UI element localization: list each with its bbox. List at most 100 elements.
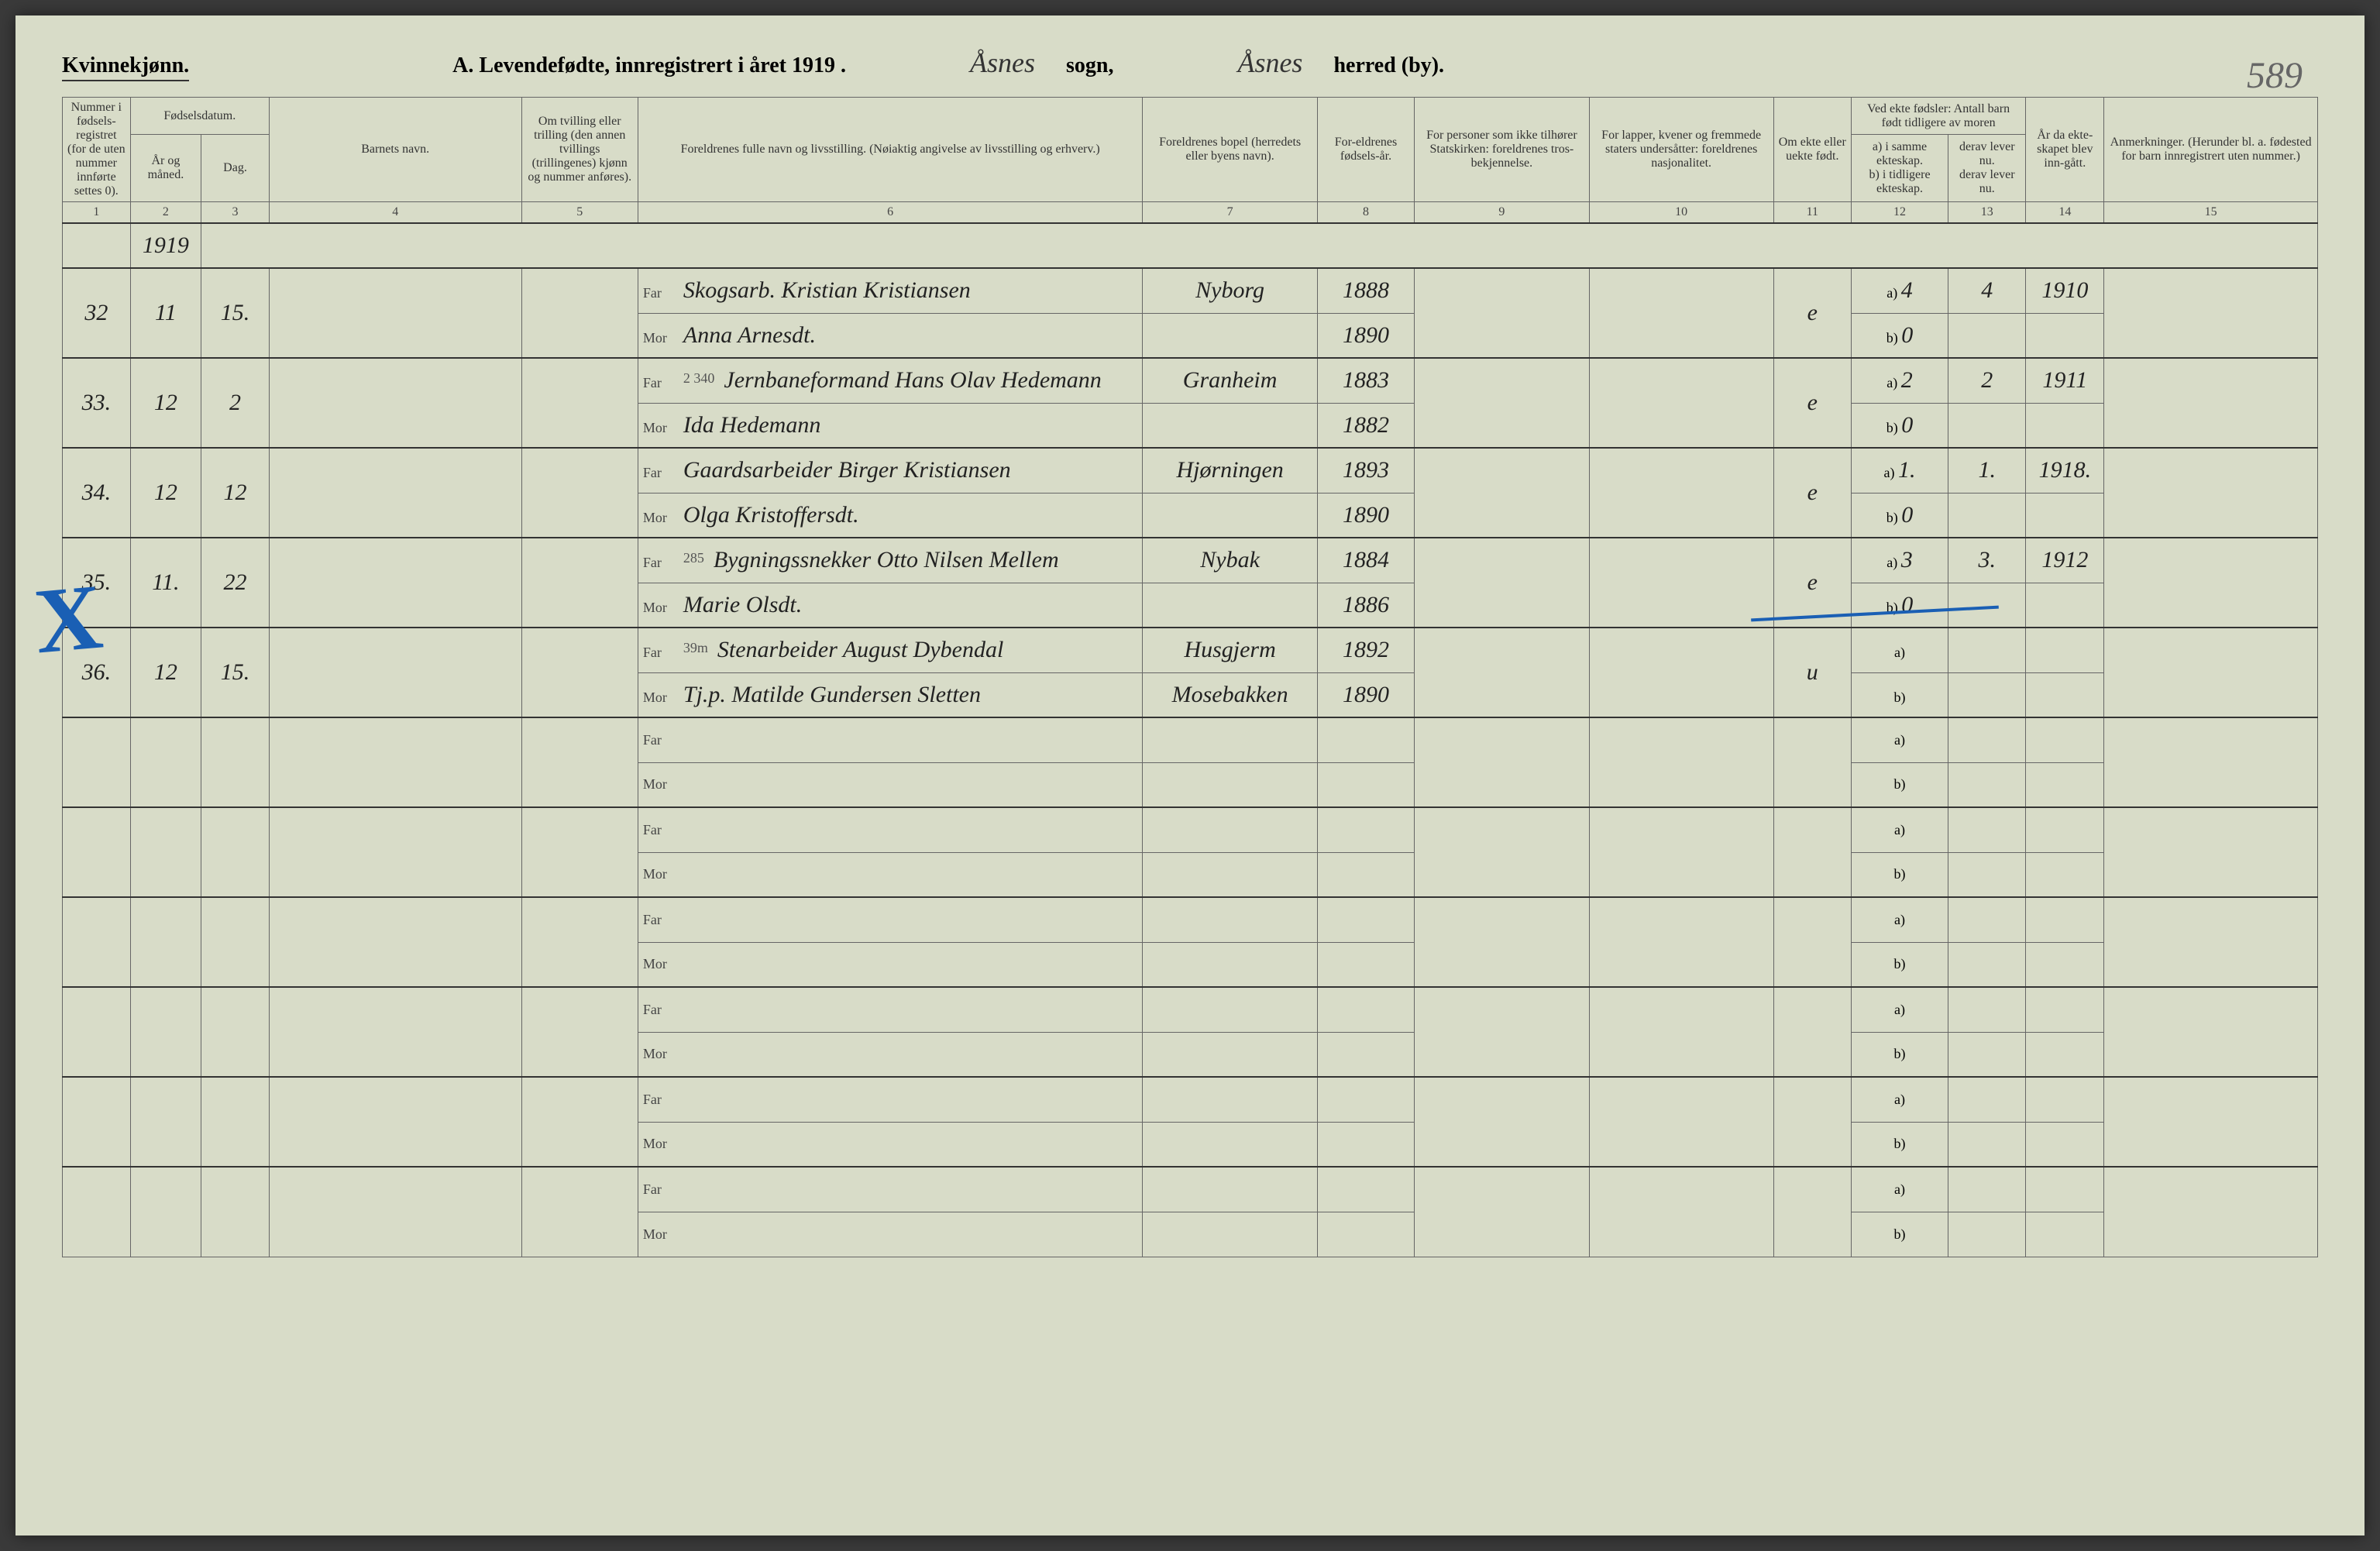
row-tros — [1415, 448, 1590, 538]
table-row-empty: Far a) — [63, 807, 2318, 852]
row-month: 11 — [130, 268, 201, 358]
th-ar: År og måned. — [130, 135, 201, 202]
mor-label: Mor — [643, 690, 674, 706]
row-child-name — [269, 268, 521, 358]
row-bopel2 — [1143, 403, 1318, 448]
row-a13: 1. — [1948, 448, 2026, 493]
row-a13: 4 — [1948, 268, 2026, 313]
table-row-empty: Far a) — [63, 1167, 2318, 1212]
far-label: Far — [643, 465, 674, 481]
row-child-name — [269, 448, 521, 538]
row-anm — [2104, 538, 2318, 628]
row-bopel: Hjørningen — [1143, 448, 1318, 493]
row-twin — [521, 268, 638, 358]
row-mor-cell: Mor Marie Olsdt. — [638, 583, 1142, 628]
far-label: Far — [643, 645, 674, 661]
mor-label: Mor — [643, 420, 674, 436]
gender-label: Kvinnekjønn. — [62, 53, 189, 81]
row-b: b) 0 — [1851, 313, 1948, 358]
mor-name: Anna Arnesdt. — [683, 322, 816, 349]
row-bopel: Granheim — [1143, 358, 1318, 403]
title-text: A. Levendefødte, innregistrert i året 19… — [452, 53, 846, 78]
herred-name: Åsnes — [1237, 46, 1302, 79]
row-ekte-aar: 1912 — [2026, 538, 2104, 583]
sogn-name: Åsnes — [970, 46, 1035, 79]
row-tros — [1415, 268, 1590, 358]
row-ekte: e — [1773, 358, 1851, 448]
row-far-year: 1884 — [1317, 538, 1414, 583]
row-tros — [1415, 628, 1590, 717]
x-annotation: X — [30, 562, 106, 675]
row-bopel: Husgjerm — [1143, 628, 1318, 672]
row-month: 12 — [130, 448, 201, 538]
row-ekte: e — [1773, 268, 1851, 358]
far-name: Skogsarb. Kristian Kristiansen — [683, 277, 971, 304]
row-twin — [521, 448, 638, 538]
th-foreldre-aar: For-eldrenes fødsels-år. — [1317, 98, 1414, 202]
row-ekte: e — [1773, 448, 1851, 538]
table-row: 36. 12 15. Far 39m Stenarbeider August D… — [63, 628, 2318, 672]
row-anm — [2104, 448, 2318, 538]
table-row: 34. 12 12 Far Gaardsarbeider Birger Kris… — [63, 448, 2318, 493]
far-name: Stenarbeider August Dybendal — [717, 637, 1003, 663]
row-far-cell: Far 2 340 Jernbaneformand Hans Olav Hede… — [638, 358, 1142, 403]
mor-name: Marie Olsdt. — [683, 592, 802, 618]
sogn-label: sogn, — [1066, 53, 1113, 78]
row-ekte-aar — [2026, 628, 2104, 672]
ledger-table: Nummer i fødsels-registret (for de uten … — [62, 97, 2318, 1257]
row-nasj — [1589, 628, 1773, 717]
row-twin — [521, 628, 638, 717]
row-child-name — [269, 538, 521, 628]
row-a: a) — [1851, 628, 1948, 672]
row-a13 — [1948, 628, 2026, 672]
row-far-year: 1892 — [1317, 628, 1414, 672]
page-number: 589 — [2247, 54, 2303, 97]
row-far-year: 1883 — [1317, 358, 1414, 403]
table-row-empty: Far a) — [63, 1077, 2318, 1122]
row-mor-year: 1890 — [1317, 493, 1414, 538]
th-tros: For personer som ikke tilhører Statskirk… — [1415, 98, 1590, 202]
th-ekteskap-aar: År da ekte-skapet blev inn-gått. — [2026, 98, 2104, 202]
row-a: a) 1. — [1851, 448, 1948, 493]
row-mor-cell: Mor Ida Hedemann — [638, 403, 1142, 448]
row-month: 12 — [130, 628, 201, 717]
row-mor-cell: Mor Tj.p. Matilde Gundersen Sletten — [638, 672, 1142, 717]
th-fodselsdatum: Fødselsdatum. — [130, 98, 269, 135]
row-day: 2 — [201, 358, 270, 448]
table-row-empty: Far a) — [63, 987, 2318, 1032]
row-number: 33. — [63, 358, 131, 448]
row-twin — [521, 358, 638, 448]
row-anm — [2104, 358, 2318, 448]
table-row: 32 11 15. Far Skogsarb. Kristian Kristia… — [63, 268, 2318, 313]
row-day: 15. — [201, 628, 270, 717]
row-month: 11. — [130, 538, 201, 628]
th-foreldre-navn: Foreldrenes fulle navn og livsstilling. … — [638, 98, 1142, 202]
th-dag: Dag. — [201, 135, 270, 202]
row-mor-year: 1886 — [1317, 583, 1414, 628]
row-number: 34. — [63, 448, 131, 538]
row-number: 32 — [63, 268, 131, 358]
far-label: Far — [643, 375, 674, 391]
row-ekte-aar: 1910 — [2026, 268, 2104, 313]
table-row: 35. 11. 22 Far 285 Bygningssnekker Otto … — [63, 538, 2318, 583]
th-nasjonalitet: For lapper, kvener og fremmede staters u… — [1589, 98, 1773, 202]
ledger-page: Kvinnekjønn. A. Levendefødte, innregistr… — [15, 15, 2365, 1536]
year-header: 1919 — [130, 223, 201, 268]
row-a13: 3. — [1948, 538, 2026, 583]
table-row-empty: Far a) — [63, 717, 2318, 762]
row-b: b) 0 — [1851, 403, 1948, 448]
row-child-name — [269, 628, 521, 717]
row-a: a) 3 — [1851, 538, 1948, 583]
row-bopel: Nybak — [1143, 538, 1318, 583]
row-anm — [2104, 628, 2318, 717]
row-mor-cell: Mor Anna Arnesdt. — [638, 313, 1142, 358]
th-antall-barn: Ved ekte fødsler: Antall barn født tidli… — [1851, 98, 2026, 135]
row-a: a) 4 — [1851, 268, 1948, 313]
mor-name: Olga Kristoffersdt. — [683, 502, 859, 528]
mor-name: Ida Hedemann — [683, 412, 820, 438]
row-far-cell: Far 39m Stenarbeider August Dybendal — [638, 628, 1142, 672]
herred-label: herred (by). — [1333, 53, 1444, 78]
row-mor-year: 1890 — [1317, 313, 1414, 358]
row-far-cell: Far Gaardsarbeider Birger Kristiansen — [638, 448, 1142, 493]
row-tros — [1415, 358, 1590, 448]
